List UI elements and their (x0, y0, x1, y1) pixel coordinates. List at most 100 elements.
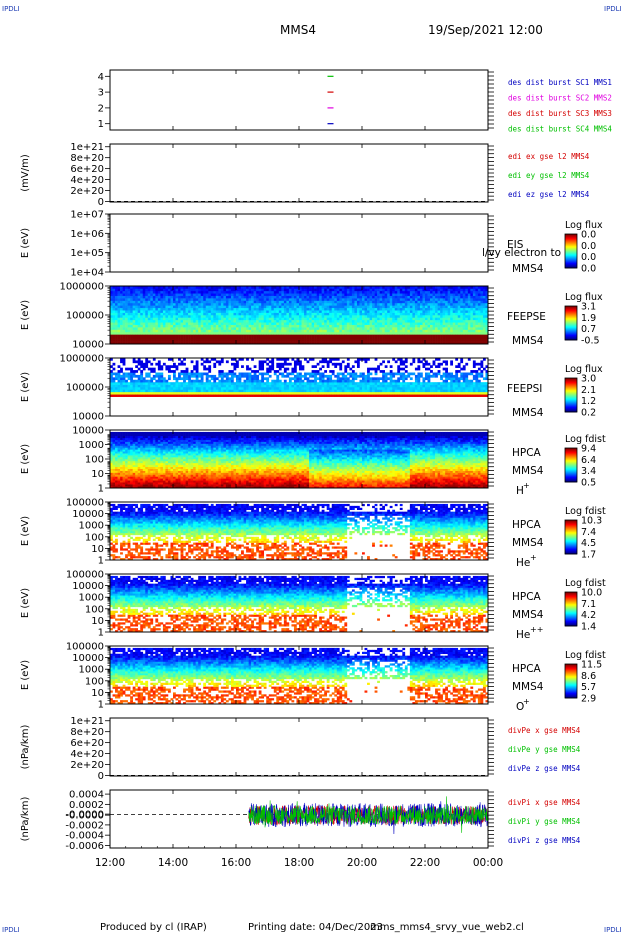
heatmap-cell (198, 295, 202, 299)
heatmap-cell (288, 362, 292, 366)
heatmap-cell (447, 319, 451, 323)
heatmap-cell (339, 302, 343, 306)
heatmap-cell (437, 305, 441, 309)
heatmap-cell (125, 315, 128, 318)
heatmap-cell (110, 389, 113, 393)
heatmap-cell (230, 310, 234, 313)
heatmap-cell (414, 288, 418, 292)
heatmap-cell (157, 377, 161, 381)
heatmap-cell (160, 379, 164, 383)
heatmap-cell (286, 310, 290, 313)
heatmap-cell (389, 300, 393, 304)
heatmap-cell (256, 322, 259, 325)
heatmap-cell (321, 331, 325, 335)
heatmap-cell (331, 290, 335, 294)
heatmap-cell (331, 302, 335, 306)
heatmap-cell (253, 298, 257, 301)
heatmap-cell (372, 295, 375, 299)
heatmap-cell (334, 310, 338, 313)
heatmap-cell (334, 387, 338, 390)
heatmap-cell (157, 322, 161, 325)
heatmap-cell (455, 341, 459, 345)
heatmap-cell (218, 382, 222, 385)
heatmap-cell (291, 298, 295, 301)
heatmap-cell (427, 317, 431, 321)
heatmap-cell (472, 331, 476, 335)
heatmap-cell (309, 307, 312, 311)
heatmap-cell (223, 372, 227, 376)
heatmap-cell (253, 341, 257, 345)
heatmap-cell (142, 389, 146, 393)
heatmap-cell (384, 329, 388, 333)
heatmap-cell (225, 310, 229, 313)
colorbar-title: Log flux (565, 220, 603, 231)
heatmap-cell (419, 295, 423, 299)
heatmap-cell (472, 286, 476, 289)
heatmap-cell (266, 319, 270, 323)
heatmap-cell (155, 312, 159, 316)
heatmap-cell (326, 377, 330, 381)
heatmap-cell (152, 315, 156, 318)
heatmap-cell (293, 379, 297, 383)
heatmap-cell (319, 310, 322, 313)
heatmap-cell (241, 290, 244, 294)
heatmap-cell (185, 331, 189, 335)
heatmap-cell (162, 319, 166, 323)
heatmap-cell (382, 302, 385, 306)
heatmap-cell (392, 293, 396, 296)
heatmap-cell (268, 331, 272, 335)
heatmap-cell (200, 384, 204, 388)
heatmap-cell (437, 293, 441, 296)
heatmap-cell (261, 302, 265, 306)
heatmap-cell (299, 367, 302, 371)
heatmap-cell (183, 389, 186, 393)
heatmap-cell (316, 315, 320, 318)
heatmap-cell (346, 372, 350, 376)
heatmap-cell (127, 367, 131, 371)
heatmap-cell (341, 319, 345, 323)
colorbar-segment (565, 239, 577, 241)
heatmap-cell (115, 302, 118, 306)
heatmap-cell (175, 384, 179, 388)
heatmap-cell (309, 312, 312, 316)
heatmap-cell (266, 312, 270, 316)
heatmap-cell (351, 336, 355, 340)
heatmap-cell (301, 322, 305, 325)
heatmap-cell (304, 307, 307, 311)
heatmap-cell (301, 339, 305, 342)
heatmap-cell (283, 374, 287, 378)
heatmap-cell (140, 329, 144, 333)
heatmap-cell (414, 300, 418, 304)
heatmap-cell (384, 334, 388, 338)
heatmap-cell (225, 372, 229, 376)
heatmap-cell (185, 319, 189, 323)
colorbar-tick-label: 0.0 (581, 252, 596, 263)
heatmap-cell (218, 327, 222, 330)
heatmap-cell (251, 293, 254, 296)
heatmap-cell (467, 300, 471, 304)
heatmap-cell (288, 377, 292, 381)
heatmap-cell (208, 293, 212, 296)
heatmap-cell (409, 290, 413, 294)
heatmap-cell (462, 310, 466, 313)
heatmap-cell (341, 389, 345, 393)
heatmap-cell (273, 339, 277, 342)
heatmap-cell (440, 341, 443, 345)
heatmap-cell (236, 319, 239, 323)
heatmap-cell (193, 295, 196, 299)
heatmap-cell (180, 317, 184, 321)
heatmap-cell (180, 377, 184, 381)
heatmap-cell (162, 302, 166, 306)
heatmap-cell (455, 315, 459, 318)
heatmap-cell (223, 310, 227, 313)
heatmap-cell (276, 312, 280, 316)
heatmap-cell (384, 300, 388, 304)
heatmap-cell (286, 322, 290, 325)
heatmap-cell (480, 295, 484, 299)
heatmap-cell (271, 322, 275, 325)
heatmap-cell (419, 341, 423, 345)
heatmap-cell (198, 300, 202, 304)
heatmap-cell (238, 298, 242, 301)
heatmap-cell (351, 290, 355, 294)
